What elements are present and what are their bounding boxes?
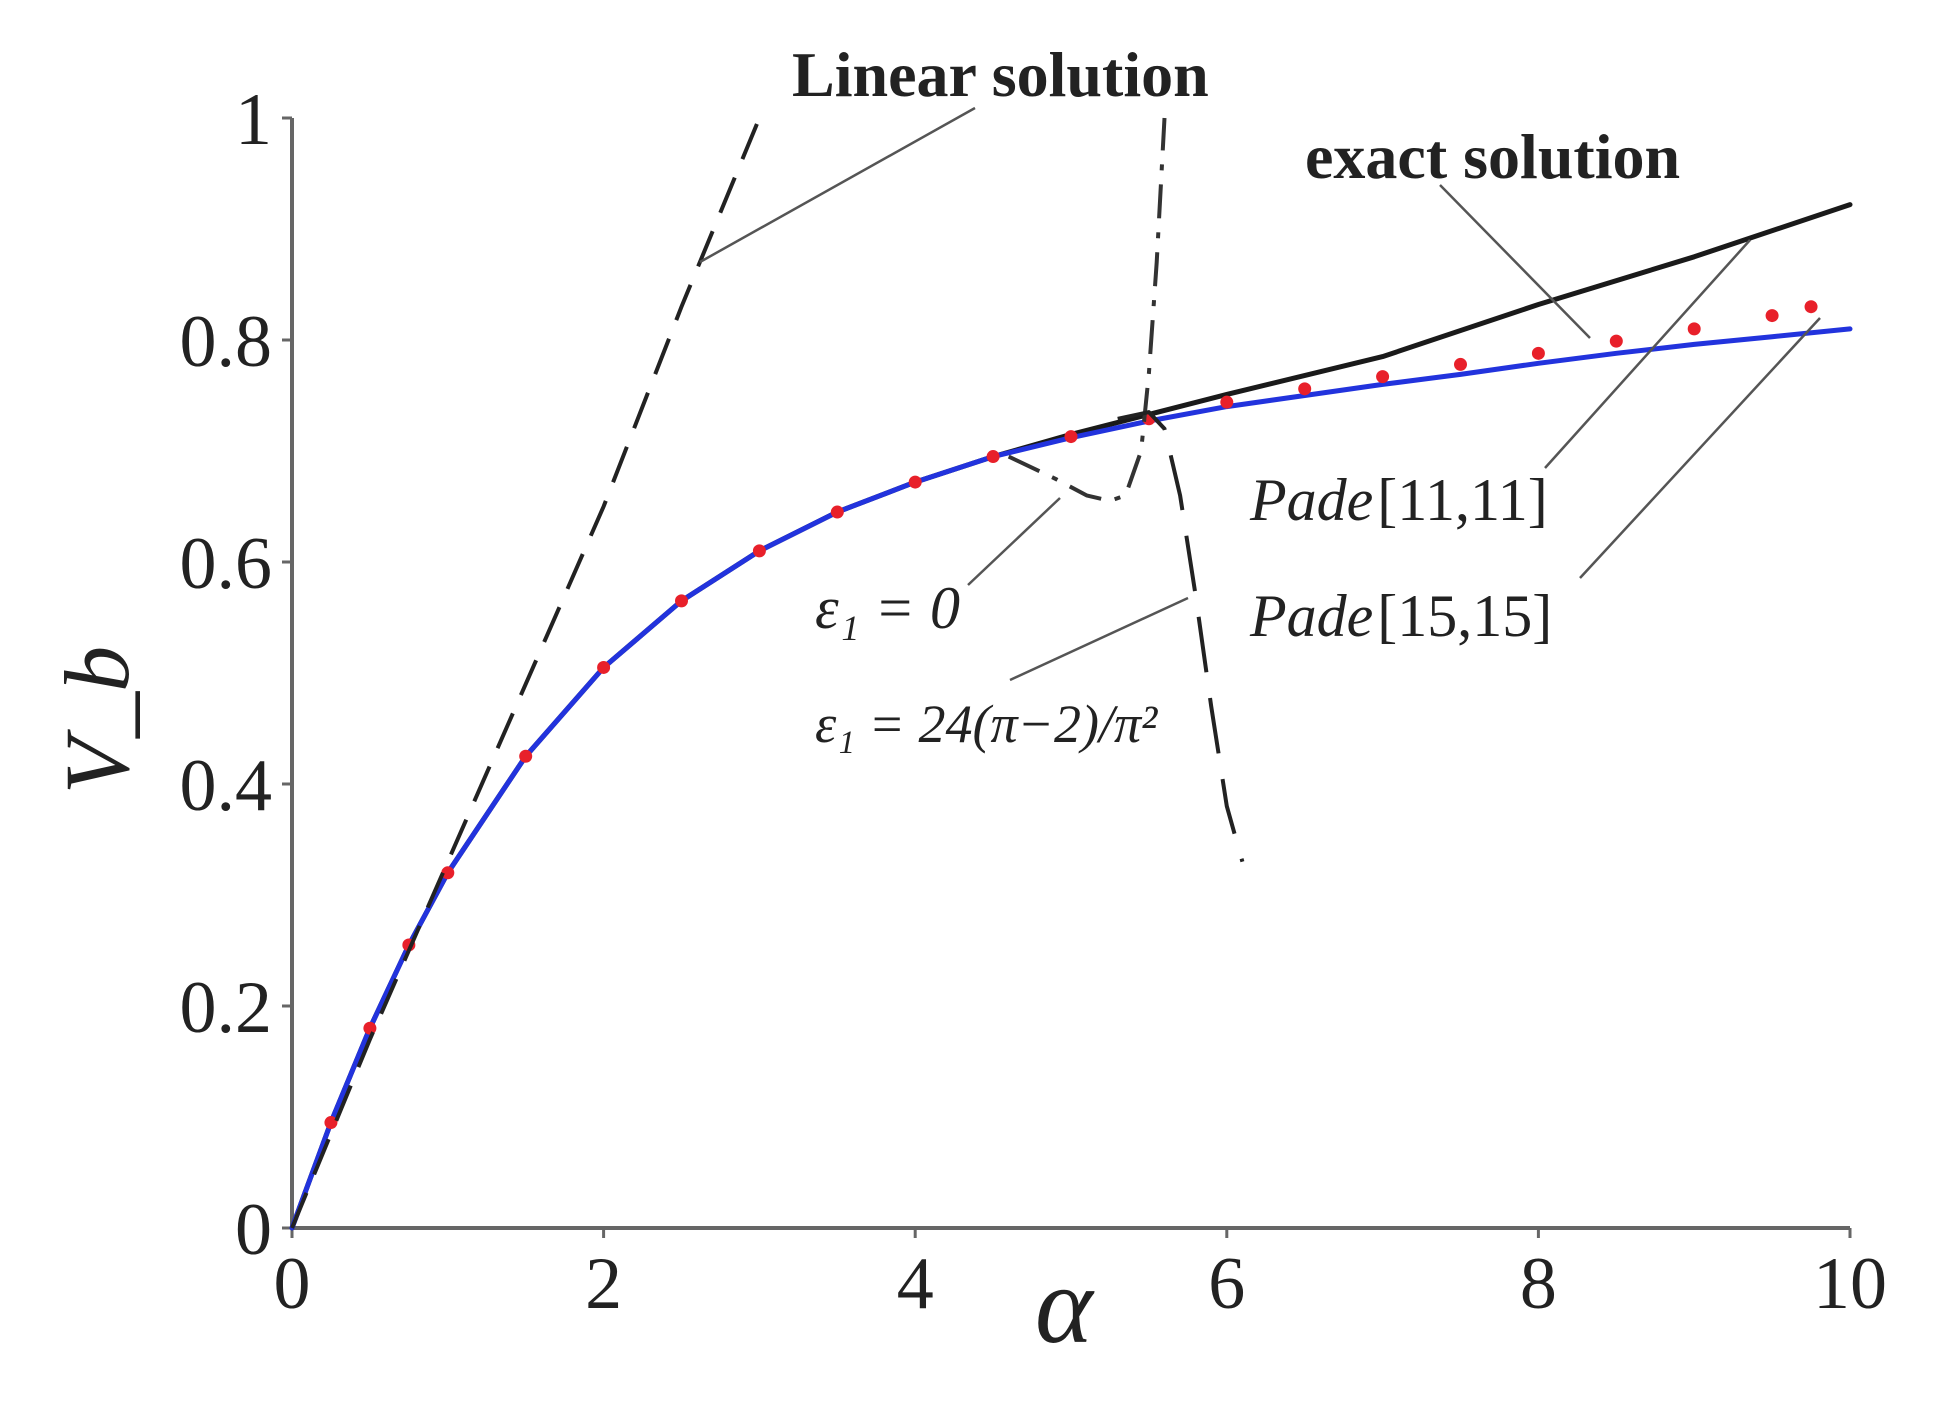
series-point-pade_15_15 <box>324 1116 338 1130</box>
annotation-exact-solution: exact solution <box>1305 121 1680 192</box>
y-axis-label: V_b <box>46 646 148 794</box>
series-point-pade_15_15 <box>675 594 688 608</box>
leader-eps0 <box>967 497 1061 586</box>
y-tick-label: 0.2 <box>180 967 273 1049</box>
series-point-pade_15_15 <box>830 505 844 519</box>
leader-linear <box>699 106 976 264</box>
pade-11-prefix: Pade <box>1249 467 1373 533</box>
series-point-pade_15_15 <box>363 1021 377 1035</box>
pade-15-prefix: Pade <box>1249 583 1373 649</box>
series-point-pade_15_15 <box>441 866 455 880</box>
x-axis-label: α <box>1035 1244 1095 1366</box>
leader-eps24 <box>1009 596 1189 682</box>
y-tick-label: 0 <box>235 1189 272 1271</box>
series-line-linear <box>290 117 762 1229</box>
series-point-pade_15_15 <box>1531 346 1545 360</box>
leader-pade-11 <box>1544 239 1751 469</box>
series-line-eps24 <box>1117 410 1245 863</box>
annotation-eps-zero: ε₁ = 0 <box>815 575 960 641</box>
x-tick-label: 10 <box>1813 1243 1887 1325</box>
series-point-pade_15_15 <box>1687 322 1701 336</box>
series-point-pade_15_15 <box>519 749 533 763</box>
plot-area <box>289 117 1853 1231</box>
y-tick-label: 0.8 <box>180 301 273 383</box>
leader-exact <box>1439 184 1591 339</box>
series-point-pade_15_15 <box>1064 430 1078 444</box>
x-tick-label: 4 <box>897 1243 934 1325</box>
annotation-linear-solution: Linear solution <box>792 39 1209 110</box>
axes <box>290 118 1850 1230</box>
pade-11-args: [11,11] <box>1377 467 1548 533</box>
annotation-leaders <box>699 106 1821 682</box>
series-point-pade_15_15 <box>1220 395 1234 409</box>
x-tick-label: 2 <box>585 1243 622 1325</box>
series-point-pade_15_15 <box>1765 309 1779 323</box>
series-point-pade_15_15 <box>986 450 1000 464</box>
series-point-pade_15_15 <box>1804 300 1818 314</box>
series-point-pade_15_15 <box>1376 370 1390 384</box>
series-point-pade_15_15 <box>597 660 611 674</box>
y-tick-label: 0.4 <box>180 745 273 827</box>
y-tick-label: 0.6 <box>180 523 273 605</box>
series-point-pade_15_15 <box>1609 334 1623 348</box>
series-line-pade_11_11 <box>289 326 1853 1231</box>
series-point-pade_15_15 <box>908 475 922 489</box>
annotation-pade-15-15: Pade [15,15] <box>1249 583 1552 649</box>
series-point-pade_15_15 <box>1454 357 1467 371</box>
x-tick-label: 0 <box>274 1243 311 1325</box>
pade-15-args: [15,15] <box>1377 583 1552 649</box>
svg-text:Pade [15,15]: Pade [15,15] <box>1249 583 1552 649</box>
ticks: 0 2 4 6 8 10 0 0.2 0.4 0.6 0.8 1 <box>180 79 1888 1325</box>
series-point-pade_15_15 <box>1298 382 1312 396</box>
annotation-pade-11-11: Pade [11,11] <box>1249 467 1548 533</box>
y-tick-label: 1 <box>235 79 272 161</box>
annotation-eps-24: ε₁ = 24(π−2)/π² <box>815 694 1158 754</box>
x-tick-label: 8 <box>1520 1243 1557 1325</box>
series-point-pade_15_15 <box>752 544 766 558</box>
x-tick-label: 6 <box>1208 1243 1245 1325</box>
leader-pade-15 <box>1579 317 1821 579</box>
svg-text:Pade [11,11]: Pade [11,11] <box>1249 467 1548 533</box>
